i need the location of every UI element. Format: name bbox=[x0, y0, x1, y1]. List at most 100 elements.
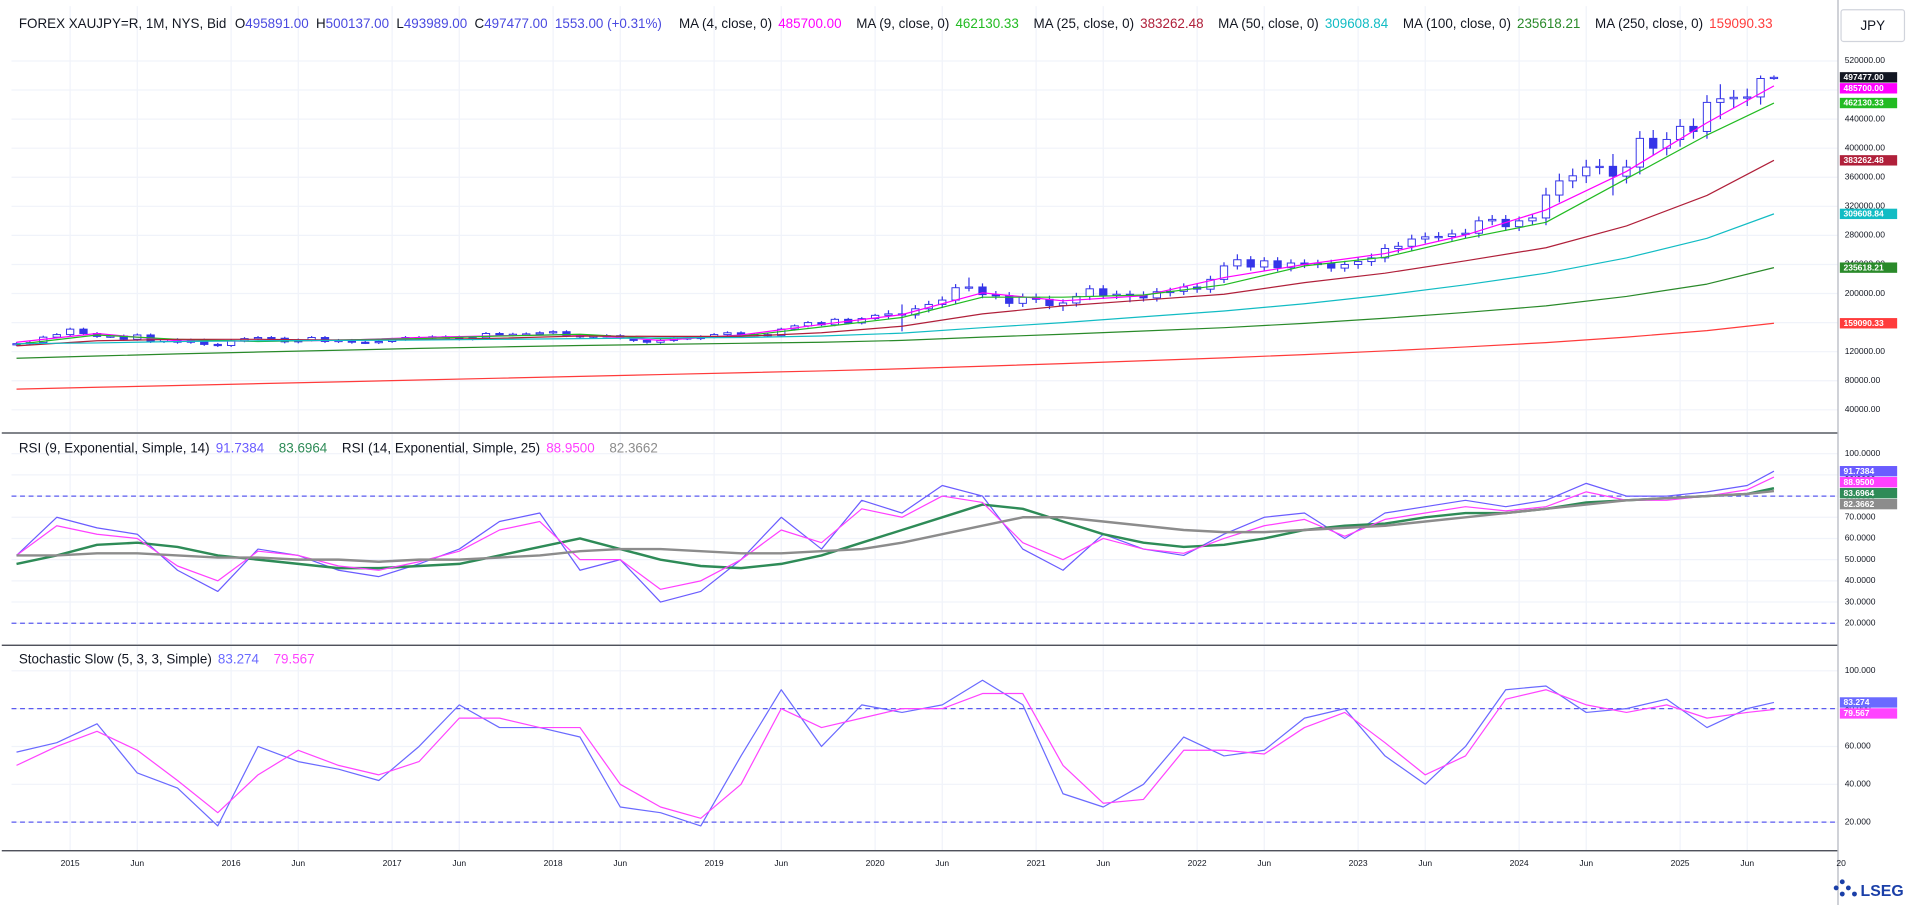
legend-text: 82.3662 bbox=[609, 440, 657, 455]
legend-text: L bbox=[396, 16, 404, 31]
candle-body bbox=[65, 328, 75, 336]
lseg-logo: LSEG bbox=[1833, 879, 1904, 900]
y-tick-label: 80000.00 bbox=[1845, 375, 1881, 385]
price-label-box bbox=[1839, 466, 1898, 477]
x-tick-label: Jun bbox=[291, 858, 305, 868]
price-label: 309608.84 bbox=[1843, 208, 1884, 218]
candle-body bbox=[1327, 262, 1336, 269]
candle-body bbox=[951, 287, 960, 301]
legend-text: Stochastic Slow (5, 3, 3, Simple) bbox=[19, 651, 212, 666]
candle-body bbox=[1756, 78, 1765, 98]
candle-body bbox=[1447, 233, 1457, 237]
y-tick-label: 100.000 bbox=[1845, 665, 1876, 675]
candle-body bbox=[1085, 288, 1094, 297]
candle-body bbox=[1608, 165, 1618, 177]
candle-body bbox=[1219, 265, 1229, 280]
x-tick-label: 2025 bbox=[1671, 858, 1690, 868]
price-label: 235618.21 bbox=[1843, 262, 1884, 272]
series-line bbox=[16, 322, 1775, 390]
candle-body bbox=[1743, 96, 1752, 99]
candle-body bbox=[1555, 180, 1564, 196]
legend-text: H bbox=[316, 16, 326, 31]
y-tick-label: 40.0000 bbox=[1845, 575, 1876, 585]
x-tick-label: Jun bbox=[1418, 858, 1432, 868]
y-tick-label: 360000.00 bbox=[1845, 172, 1886, 182]
legend-text: RSI (9, Exponential, Simple, 14) bbox=[19, 440, 210, 455]
x-tick-label: 2015 bbox=[61, 858, 80, 868]
legend-text: 91.7384 bbox=[216, 440, 265, 455]
y-tick-label: 30.0000 bbox=[1845, 596, 1876, 606]
x-tick-label: 2024 bbox=[1510, 858, 1529, 868]
currency-label: JPY bbox=[1860, 18, 1885, 33]
candle-body bbox=[1099, 288, 1108, 296]
logo-dot bbox=[1833, 885, 1839, 891]
y-tick-label: 60.0000 bbox=[1845, 533, 1876, 543]
candle-body bbox=[1286, 262, 1296, 269]
logo-dot bbox=[1839, 879, 1845, 885]
y-tick-label: 320000.00 bbox=[1845, 201, 1886, 211]
legend-text: O bbox=[235, 16, 245, 31]
candle-body bbox=[857, 318, 866, 324]
candle-body bbox=[1769, 76, 1779, 80]
price-label-box bbox=[1839, 708, 1898, 719]
candle-body bbox=[1260, 260, 1269, 268]
candle-body bbox=[213, 343, 222, 347]
legend-text: MA (50, close, 0) bbox=[1218, 16, 1319, 31]
price-label-box bbox=[1839, 477, 1898, 488]
legend-text: MA (100, close, 0) bbox=[1403, 16, 1511, 31]
x-tick-label: 2022 bbox=[1188, 858, 1207, 868]
legend-text: 495891.00 bbox=[245, 16, 308, 31]
price-label-box bbox=[1839, 318, 1898, 329]
x-tick-label: 2017 bbox=[383, 858, 402, 868]
x-tick-label: 20 bbox=[1836, 858, 1846, 868]
y-tick-label: 100.0000 bbox=[1845, 448, 1881, 458]
legend-text: 1553.00 (+0.31%) bbox=[555, 16, 662, 31]
price-label: 83.274 bbox=[1843, 697, 1869, 707]
x-tick-label: Jun bbox=[774, 858, 788, 868]
y-tick-label: 120000.00 bbox=[1845, 346, 1886, 356]
candle-body bbox=[1649, 137, 1658, 149]
legend-text: 497477.00 bbox=[484, 16, 547, 31]
logo-text: LSEG bbox=[1861, 883, 1904, 900]
candle-body bbox=[1635, 137, 1644, 168]
logo-dot bbox=[1852, 891, 1857, 897]
price-label: 159090.33 bbox=[1843, 318, 1884, 328]
candle-body bbox=[1702, 101, 1712, 132]
currency-box[interactable] bbox=[1840, 9, 1906, 43]
x-tick-label: Jun bbox=[935, 858, 949, 868]
legend-text: 79.567 bbox=[274, 651, 315, 666]
legend-text: 309608.84 bbox=[1325, 16, 1389, 31]
legend-text: 83.274 bbox=[218, 651, 260, 666]
candle-body bbox=[1514, 220, 1524, 228]
price-label: 83.6964 bbox=[1843, 488, 1874, 498]
y-tick-label: 20.000 bbox=[1845, 816, 1871, 826]
logo-dot bbox=[1839, 891, 1845, 897]
candle-body bbox=[361, 341, 370, 344]
candle-body bbox=[1595, 165, 1604, 169]
x-tick-label: Jun bbox=[1096, 858, 1110, 868]
x-tick-label: 2021 bbox=[1027, 858, 1046, 868]
candle-body bbox=[79, 328, 88, 334]
series-line bbox=[16, 679, 1775, 827]
candle-body bbox=[978, 286, 987, 296]
legend-text: 235618.21 bbox=[1517, 16, 1580, 31]
candle-body bbox=[1246, 259, 1255, 268]
legend-text: 383262.48 bbox=[1140, 16, 1203, 31]
candle-body bbox=[1541, 194, 1551, 219]
series-line bbox=[16, 213, 1775, 345]
x-tick-label: Jun bbox=[613, 858, 627, 868]
series-line bbox=[16, 489, 1775, 563]
candle-body bbox=[253, 337, 263, 340]
y-tick-label: 400000.00 bbox=[1845, 142, 1886, 152]
legend-text: FOREX XAUJPY=R, 1M, NYS, Bid bbox=[19, 16, 226, 31]
legend-text: MA (4, close, 0) bbox=[679, 16, 772, 31]
y-tick-label: 40000.00 bbox=[1845, 404, 1881, 414]
y-tick-label: 20.0000 bbox=[1845, 617, 1876, 627]
legend-text: 83.6964 bbox=[279, 440, 328, 455]
legend-text: MA (9, close, 0) bbox=[856, 16, 949, 31]
candle-body bbox=[562, 331, 571, 337]
price-label-box bbox=[1839, 208, 1898, 220]
price-label-box bbox=[1839, 72, 1898, 83]
